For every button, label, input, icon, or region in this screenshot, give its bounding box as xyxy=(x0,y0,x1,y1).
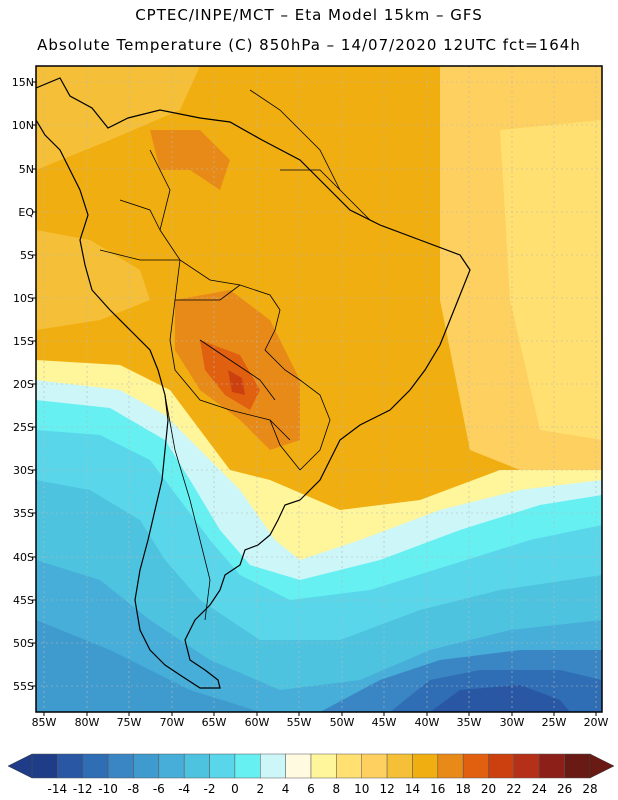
lat-label: 45S xyxy=(13,594,34,607)
colorbar-label: 10 xyxy=(354,782,370,796)
colorbar-swatch xyxy=(183,753,210,779)
colorbar xyxy=(7,753,615,779)
lat-label: 20S xyxy=(13,378,34,391)
lat-label: 5S xyxy=(20,249,34,262)
lon-label: 70W xyxy=(159,716,185,729)
colorbar-label: -4 xyxy=(178,782,191,796)
lon-label: 85W xyxy=(31,716,57,729)
colorbar-swatch xyxy=(234,753,261,779)
colorbar-swatch xyxy=(31,753,58,779)
lon-label: 25W xyxy=(541,716,567,729)
lon-label: 40W xyxy=(414,716,440,729)
colorbar-label: 24 xyxy=(531,782,547,796)
colorbar-label: 18 xyxy=(455,782,471,796)
colorbar-swatch xyxy=(336,753,362,779)
lat-label: 15N xyxy=(11,76,34,89)
lon-label: 65W xyxy=(201,716,227,729)
lon-label: 30W xyxy=(499,716,525,729)
lon-label: 75W xyxy=(116,716,142,729)
colorbar-label: 4 xyxy=(281,782,290,796)
colorbar-label: 0 xyxy=(231,782,239,796)
south-america-coastline xyxy=(36,77,471,689)
country-borders xyxy=(99,89,371,621)
colorbar-swatch xyxy=(57,753,83,779)
lat-label: 30S xyxy=(13,464,34,477)
colorbar-label: -14 xyxy=(47,782,68,796)
colorbar-swatch xyxy=(310,753,337,779)
graticule xyxy=(36,66,602,712)
lat-label: 10N xyxy=(11,119,34,132)
lon-label: 50W xyxy=(329,716,355,729)
colorbar-label: 28 xyxy=(582,782,598,796)
colorbar-label: 8 xyxy=(332,782,341,796)
colorbar-label: -6 xyxy=(152,782,165,796)
lon-label: 80W xyxy=(74,716,100,729)
colorbar-label: 2 xyxy=(256,782,265,796)
colorbar-swatch xyxy=(361,753,388,779)
colorbar-label: -10 xyxy=(98,782,118,796)
colorbar-label: 22 xyxy=(506,782,522,796)
colorbar-swatch xyxy=(386,753,413,779)
colorbar-swatch xyxy=(488,753,515,779)
colorbar-label: -2 xyxy=(203,782,216,796)
lat-label: EQ xyxy=(18,206,34,219)
colorbar-label: 16 xyxy=(430,782,446,796)
colorbar-swatch xyxy=(82,753,109,779)
axis-ticks xyxy=(32,81,597,716)
colorbar-swatch xyxy=(564,753,591,779)
lon-label: 55W xyxy=(286,716,312,729)
lon-label: 35W xyxy=(456,716,482,729)
colorbar-swatch xyxy=(260,753,286,779)
lat-label: 10S xyxy=(13,292,34,305)
colorbar-swatch xyxy=(412,753,439,779)
lat-label: 5N xyxy=(18,163,34,176)
colorbar-swatch xyxy=(539,753,565,779)
colorbar-label: -12 xyxy=(72,782,93,796)
lat-label: 50S xyxy=(13,637,34,650)
lat-label: 40S xyxy=(13,551,34,564)
colorbar-label: 14 xyxy=(404,782,421,796)
colorbar-label: 12 xyxy=(379,782,395,796)
temperature-field xyxy=(36,66,602,712)
colorbar-label: 26 xyxy=(556,782,573,796)
lat-label: 35S xyxy=(13,507,34,520)
colorbar-swatch xyxy=(133,753,160,779)
title-line-2: Absolute Temperature (C) 850hPa – 14/07/… xyxy=(37,36,581,54)
colorbar-swatch xyxy=(158,753,185,779)
colorbar-swatch xyxy=(209,753,236,779)
colorbar-label: 6 xyxy=(307,782,315,796)
colorbar-swatch xyxy=(462,753,489,779)
lat-label: 25S xyxy=(13,421,34,434)
lon-label: 45W xyxy=(371,716,397,729)
map-frame xyxy=(35,65,603,713)
colorbar-arrow-right xyxy=(589,753,615,779)
lon-label: 60W xyxy=(244,716,270,729)
lon-label: 20W xyxy=(583,716,609,729)
colorbar-swatch xyxy=(437,753,464,779)
title-line-1: CPTEC/INPE/MCT – Eta Model 15km – GFS xyxy=(135,6,483,24)
lat-label: 15S xyxy=(13,335,34,348)
lat-label: 55S xyxy=(13,680,34,693)
colorbar-swatch xyxy=(107,753,134,779)
colorbar-swatch xyxy=(513,753,540,779)
colorbar-label: -8 xyxy=(127,782,140,796)
colorbar-swatch xyxy=(285,753,312,779)
colorbar-arrow-left xyxy=(7,753,33,779)
colorbar-label: 20 xyxy=(480,782,497,796)
